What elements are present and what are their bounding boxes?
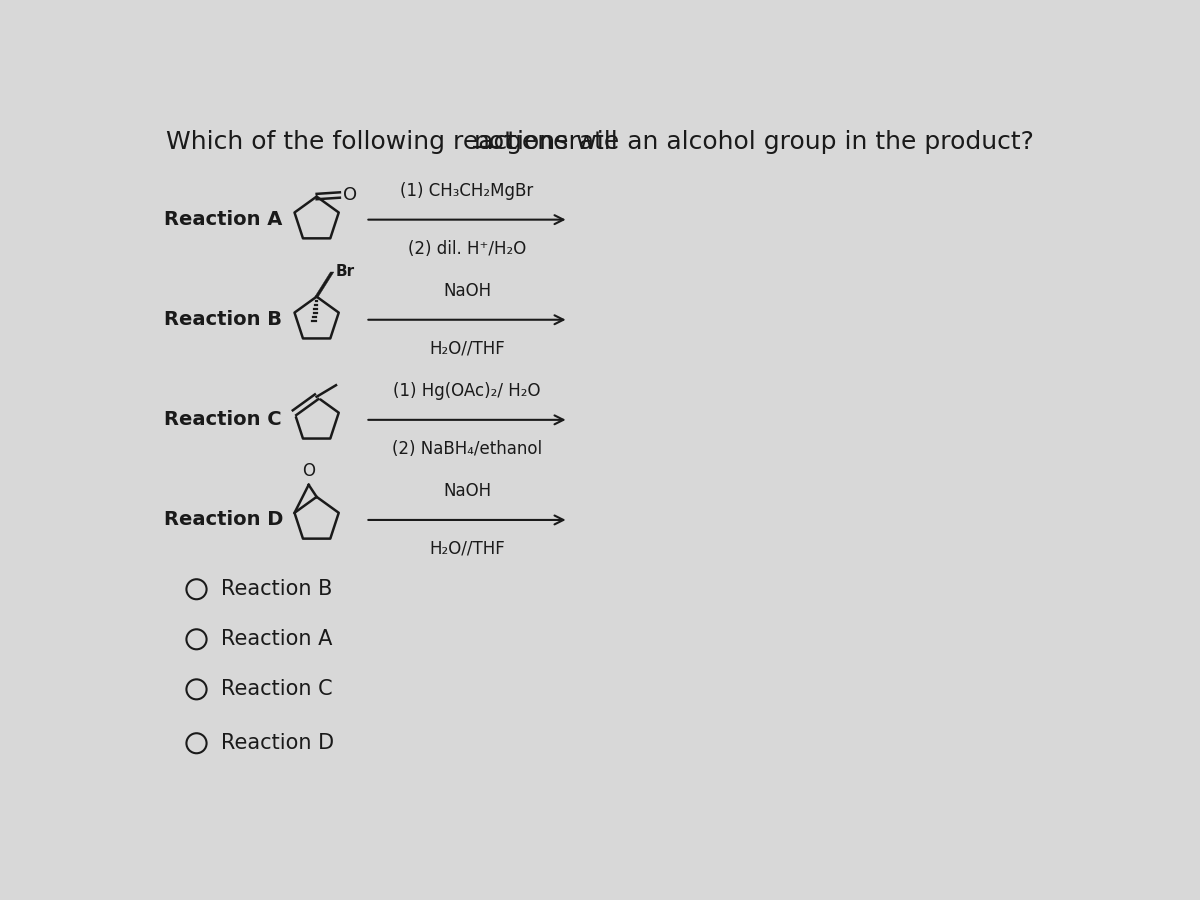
- Text: Which of the following reactions will: Which of the following reactions will: [166, 130, 625, 154]
- Text: O: O: [302, 463, 316, 481]
- Text: generate an alcohol group in the product?: generate an alcohol group in the product…: [498, 130, 1033, 154]
- Text: Reaction A: Reaction A: [164, 210, 282, 230]
- Text: not: not: [473, 130, 514, 154]
- Text: H₂O//THF: H₂O//THF: [430, 340, 505, 358]
- Text: Br: Br: [336, 264, 355, 279]
- Text: Reaction C: Reaction C: [221, 680, 332, 699]
- Polygon shape: [314, 272, 334, 297]
- Text: Reaction A: Reaction A: [221, 629, 332, 649]
- Text: NaOH: NaOH: [443, 482, 491, 500]
- Text: Reaction B: Reaction B: [164, 310, 282, 329]
- Text: (2) NaBH₄/ethanol: (2) NaBH₄/ethanol: [392, 440, 542, 458]
- Text: (2) dil. H⁺/H₂O: (2) dil. H⁺/H₂O: [408, 239, 526, 257]
- Text: NaOH: NaOH: [443, 282, 491, 300]
- Text: (1) CH₃CH₂MgBr: (1) CH₃CH₂MgBr: [401, 182, 534, 200]
- Text: Reaction D: Reaction D: [221, 734, 335, 753]
- Text: Reaction C: Reaction C: [164, 410, 282, 429]
- Text: Reaction B: Reaction B: [221, 580, 332, 599]
- Text: Reaction D: Reaction D: [164, 510, 283, 529]
- Text: H₂O//THF: H₂O//THF: [430, 540, 505, 558]
- Text: O: O: [343, 186, 358, 204]
- Text: (1) Hg(OAc)₂/ H₂O: (1) Hg(OAc)₂/ H₂O: [394, 382, 541, 400]
